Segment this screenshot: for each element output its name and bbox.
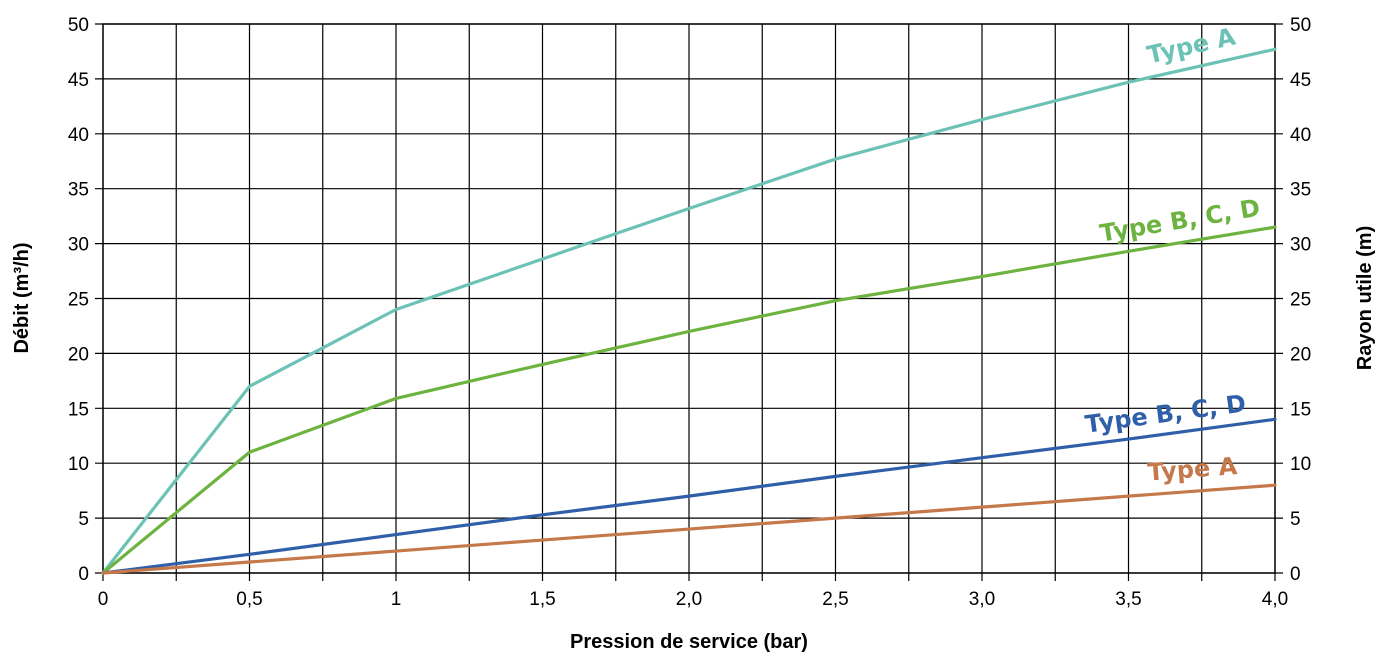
series-line-4 xyxy=(101,483,1277,575)
y-tick-label-left: 5 xyxy=(78,509,89,530)
y-tick-label-left: 15 xyxy=(68,399,89,420)
y-tick-label-left: 0 xyxy=(78,564,89,585)
y-tick-label-right: 20 xyxy=(1290,344,1311,365)
y-tick-label-left: 45 xyxy=(68,70,89,91)
y-tick-label-left: 30 xyxy=(68,235,89,256)
y-tick-label-left: 10 xyxy=(68,454,89,475)
x-tick-label: 0,5 xyxy=(236,589,262,610)
x-tick-label: 3,0 xyxy=(969,589,995,610)
series-line-1 xyxy=(101,47,1277,575)
y-tick-label-right: 40 xyxy=(1290,125,1311,146)
x-tick-label: 0 xyxy=(98,589,109,610)
grid xyxy=(95,23,1283,581)
y-tick-label-right: 45 xyxy=(1290,70,1311,91)
y-tick-label-right: 15 xyxy=(1290,399,1311,420)
x-tick-label: 3,5 xyxy=(1115,589,1141,610)
y-tick-label-left: 50 xyxy=(68,15,89,36)
y-tick-label-right: 50 xyxy=(1290,15,1311,36)
y-axis-right-title: Rayon utile (m) xyxy=(1354,226,1376,370)
y-tick-label-right: 5 xyxy=(1290,509,1301,530)
y-tick-label-left: 35 xyxy=(68,180,89,201)
y-tick-label-right: 35 xyxy=(1290,180,1311,201)
series-lines xyxy=(101,47,1277,575)
y-tick-label-right: 10 xyxy=(1290,454,1311,475)
y-tick-label-right: 30 xyxy=(1290,235,1311,256)
series-label-1: Type A xyxy=(1144,22,1238,69)
series-line-2 xyxy=(101,225,1277,575)
y-tick-label-right: 25 xyxy=(1290,290,1311,311)
x-tick-label: 2,0 xyxy=(676,589,702,610)
y-tick-label-right: 0 xyxy=(1290,564,1301,585)
y-axis-left-title: Débit (m³/h) xyxy=(11,242,33,353)
x-tick-label: 4,0 xyxy=(1262,589,1288,610)
x-tick-label: 1,5 xyxy=(529,589,555,610)
y-tick-label-left: 25 xyxy=(68,290,89,311)
plot-frame xyxy=(102,23,1276,574)
y-tick-label-left: 20 xyxy=(68,344,89,365)
series-label-2: Type B, C, D xyxy=(1098,194,1262,248)
series-line-3 xyxy=(101,417,1277,575)
x-tick-label: 2,5 xyxy=(822,589,848,610)
series-label-4: Type A xyxy=(1147,452,1239,487)
x-axis-title: Pression de service (bar) xyxy=(570,631,808,653)
series-label-3: Type B, C, D xyxy=(1083,389,1247,438)
y-tick-label-left: 40 xyxy=(68,125,89,146)
x-tick-label: 1 xyxy=(391,589,402,610)
